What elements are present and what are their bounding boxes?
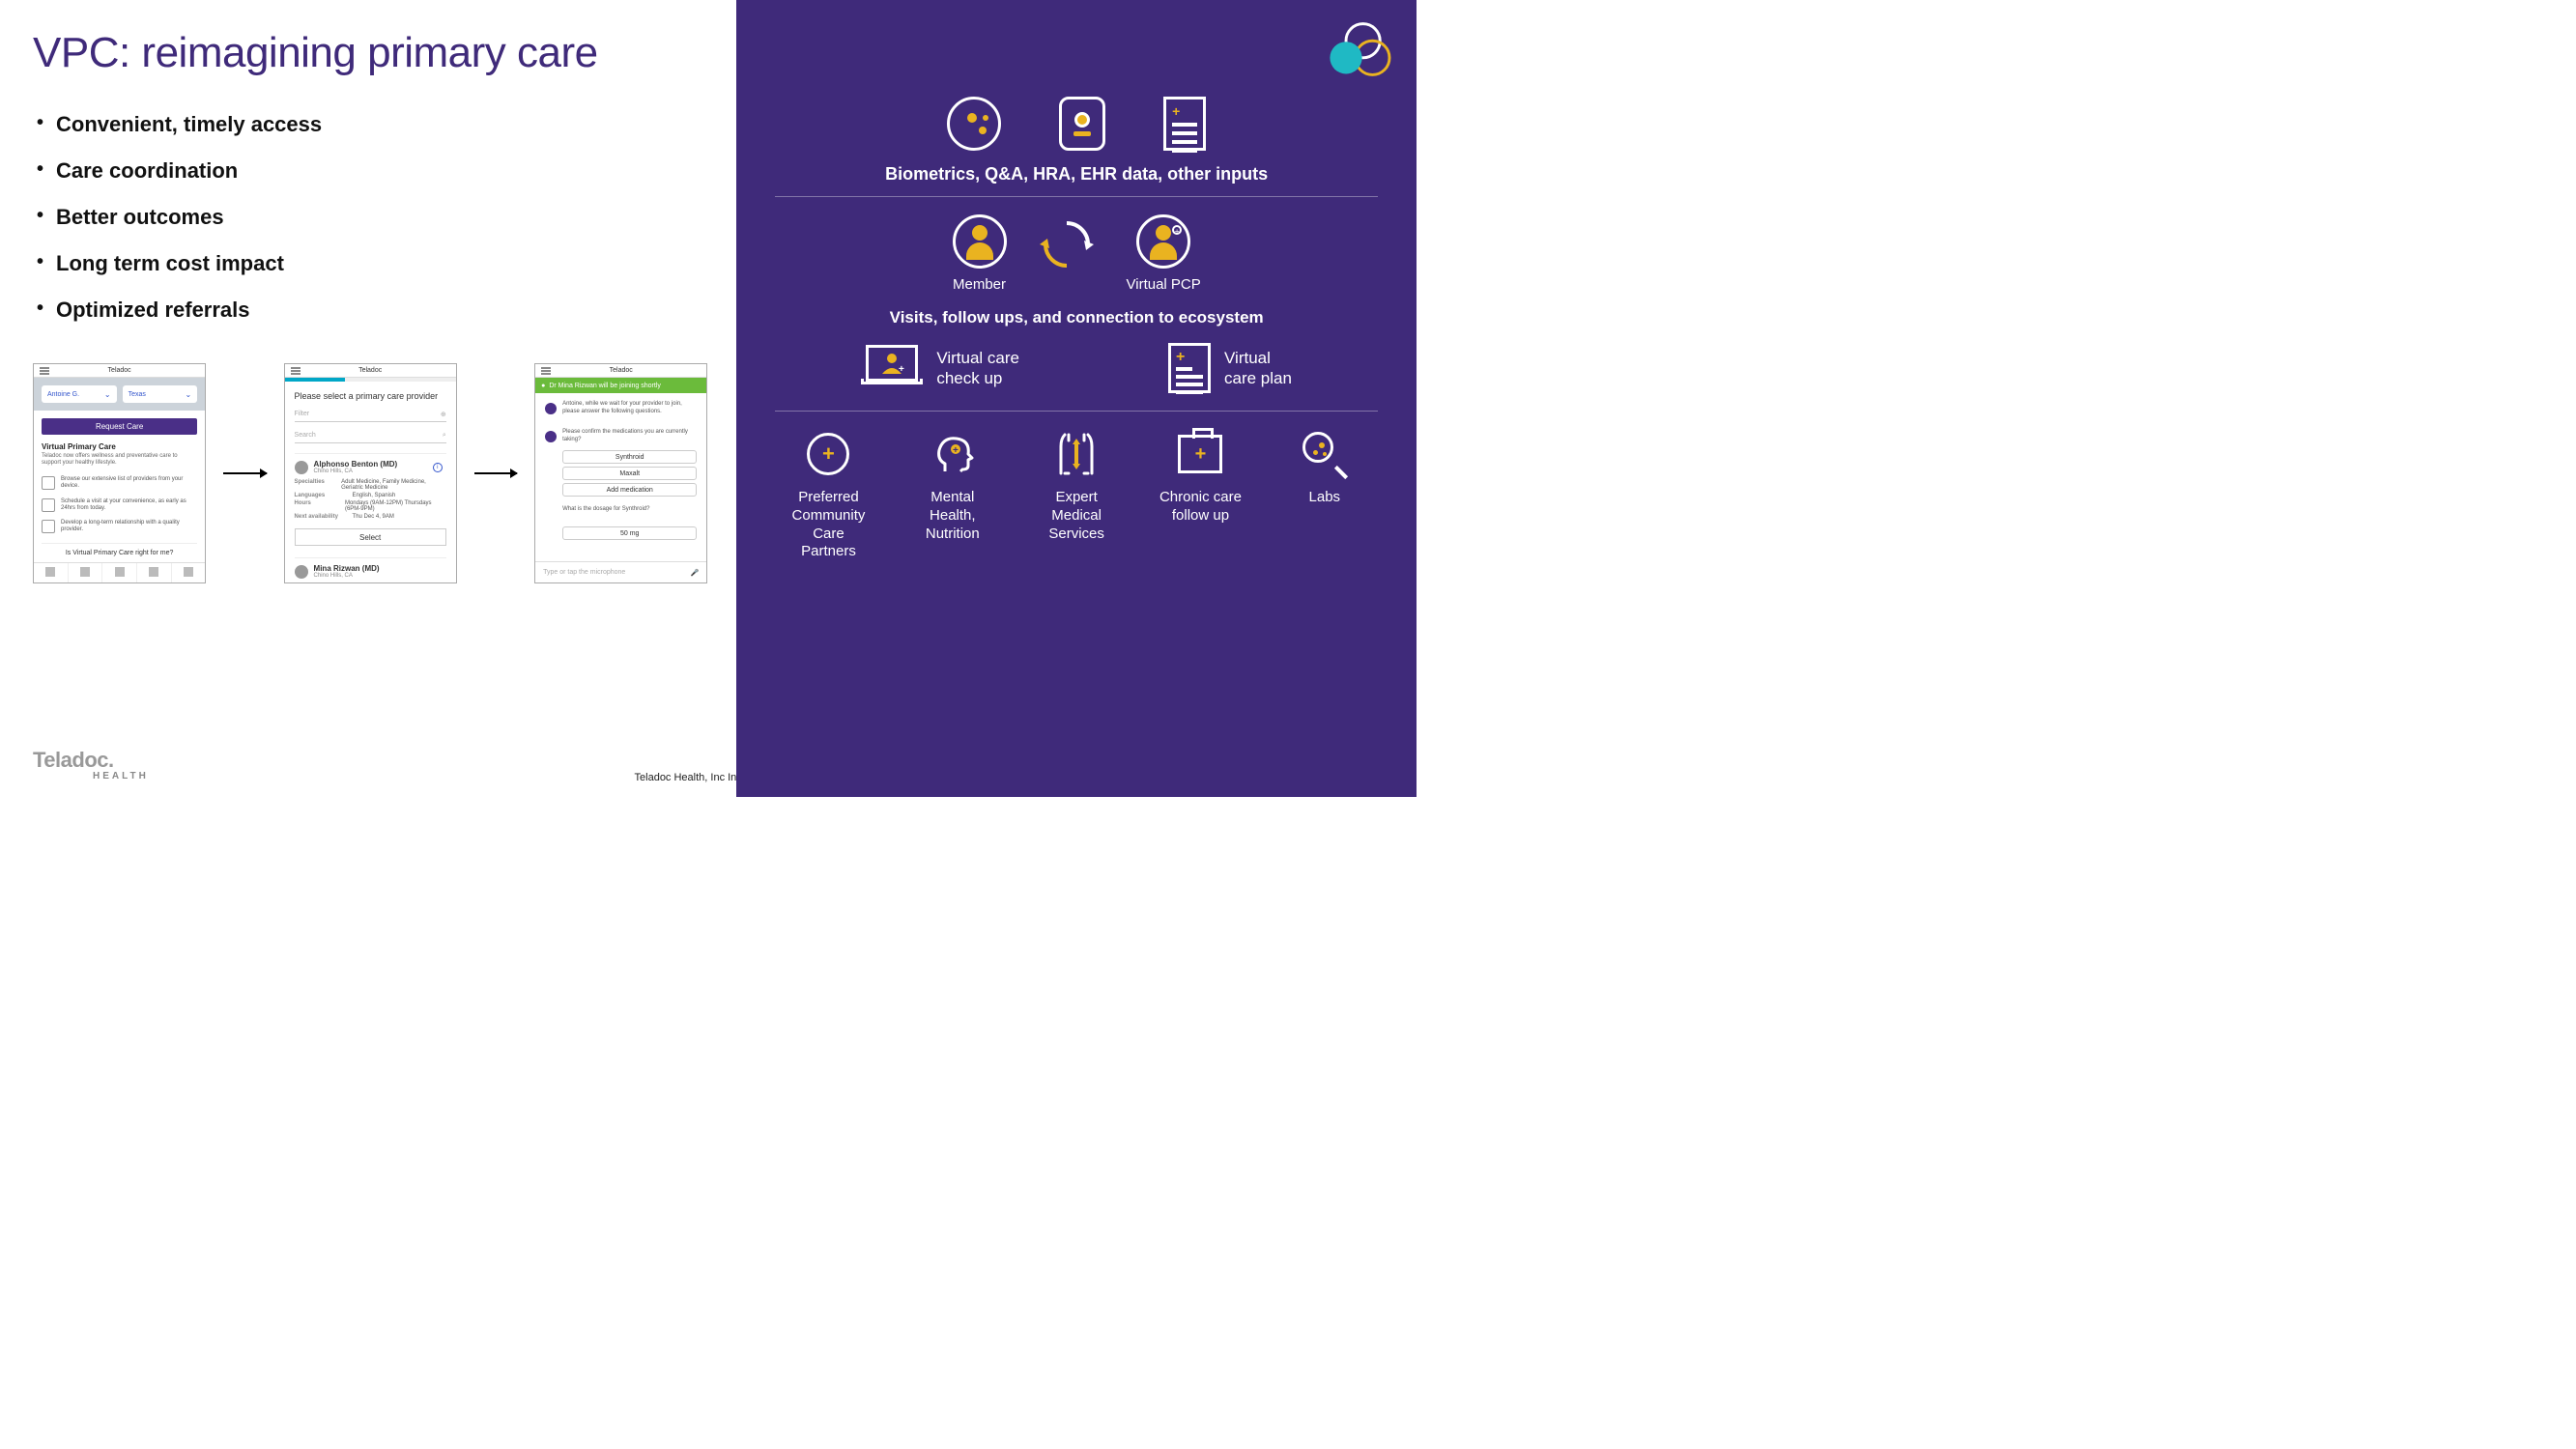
vpc-subtext: Teladoc now offers wellness and preventa… xyxy=(34,451,205,472)
plus-circle-icon: + xyxy=(807,433,849,475)
service-expert-medical: Expert Medical Services xyxy=(1019,429,1133,561)
section2-heading: Visits, follow ups, and connection to ec… xyxy=(767,308,1386,327)
phone-mock-2: Teladoc Please select a primary care pro… xyxy=(284,363,457,583)
bullet-item: Better outcomes xyxy=(37,205,707,230)
footer-text: Teladoc Health, Inc In xyxy=(635,772,737,783)
virtual-pcp-icon: + Virtual PCP xyxy=(1127,214,1201,293)
teladoc-logo: Teladoc. HEALTH xyxy=(33,748,149,781)
divider xyxy=(775,411,1378,412)
services-row: + Preferred Community Care Partners + Me… xyxy=(767,429,1386,561)
app-name: Teladoc xyxy=(108,367,131,374)
feature-row: Schedule a visit at your convenience, as… xyxy=(34,495,205,516)
svg-text:+: + xyxy=(953,445,959,456)
right-panel: + Biometrics, Q&A, HRA, EHR data, other … xyxy=(736,0,1417,797)
chat-input[interactable]: Type or tap the microphone🎤 xyxy=(535,561,706,582)
search-field[interactable]: Search⌕ xyxy=(295,428,446,443)
phone-titlebar: Teladoc xyxy=(34,364,205,378)
cycle-arrows-icon xyxy=(1040,217,1094,271)
state-dropdown[interactable]: Texas⌄ xyxy=(123,385,198,403)
virtual-care-row: + Virtual care check up + Virtual care p… xyxy=(767,343,1386,411)
service-chronic-care: + Chronic care follow up xyxy=(1143,429,1257,561)
magnifier-icon xyxy=(1302,432,1347,476)
vpc-heading: Virtual Primary Care xyxy=(34,442,205,451)
care-plan-label: Virtual care plan xyxy=(1224,348,1292,389)
calendar-icon xyxy=(42,498,55,512)
head-profile-icon: + xyxy=(931,433,974,475)
page-title: VPC: reimagining primary care xyxy=(33,29,707,77)
member-pcp-row: Member + Virtual PCP xyxy=(767,214,1386,293)
divider xyxy=(775,196,1378,197)
svg-text:+: + xyxy=(899,364,904,375)
medication-chip[interactable]: Synthroid xyxy=(562,450,697,464)
provider-details: SpecialtiesAdult Medicine, Family Medici… xyxy=(295,478,446,521)
bullet-item: Convenient, timely access xyxy=(37,112,707,137)
virtual-care-plan: + Virtual care plan xyxy=(1168,343,1292,393)
provider-name: Alphonso Benton (MD) xyxy=(314,460,398,469)
left-panel: VPC: reimagining primary care Convenient… xyxy=(0,0,736,797)
list-icon xyxy=(42,476,55,490)
chat-message: Please confirm the medications you are c… xyxy=(545,429,697,443)
select-provider-title: Please select a primary care provider xyxy=(285,382,456,407)
phone-tabbar[interactable] xyxy=(34,562,205,582)
bullet-item: Care coordination xyxy=(37,158,707,184)
select-button[interactable]: Select xyxy=(295,528,446,546)
section1-heading: Biometrics, Q&A, HRA, EHR data, other in… xyxy=(767,164,1386,185)
info-icon[interactable]: i xyxy=(433,463,443,472)
bullet-item: Optimized referrals xyxy=(37,298,707,323)
inputs-icon-row: + xyxy=(767,97,1386,151)
chat-message: What is the dosage for Synthroid? xyxy=(545,506,697,520)
dosage-chip[interactable]: 50 mg xyxy=(562,526,697,540)
chat-message: Antoine, while we wait for your provider… xyxy=(545,401,697,415)
flow-arrow-icon xyxy=(474,472,517,474)
phone-titlebar: Teladoc xyxy=(535,364,706,378)
bot-avatar-icon xyxy=(545,431,557,442)
bullet-list: Convenient, timely access Care coordinat… xyxy=(37,112,707,344)
virtual-checkup-label: Virtual care check up xyxy=(936,348,1019,389)
medication-chip[interactable]: Maxalt xyxy=(562,467,697,480)
vpc-question-link[interactable]: Is Virtual Primary Care right for me? xyxy=(42,543,197,562)
mic-icon[interactable]: 🎤 xyxy=(691,569,700,577)
app-name: Teladoc xyxy=(610,367,633,374)
vpcp-label: Virtual PCP xyxy=(1127,276,1201,293)
provider-location: Chino Hills, CA xyxy=(314,469,398,474)
user-icon xyxy=(42,520,55,533)
phone1-hero: Antoine G.⌄ Texas⌄ xyxy=(34,378,205,411)
phone-mock-3: Teladoc Dr Mina Rizwan will be joining s… xyxy=(534,363,707,583)
medical-kit-icon: + xyxy=(1178,435,1222,473)
add-medication-chip[interactable]: Add medication xyxy=(562,483,697,497)
bot-avatar-icon xyxy=(545,403,557,414)
request-care-button[interactable]: Request Care xyxy=(42,418,197,435)
feature-row: Browse our extensive list of providers f… xyxy=(34,472,205,494)
biometrics-icon xyxy=(947,97,1001,151)
avatar-icon xyxy=(295,565,308,579)
phone-mock-1: Teladoc Antoine G.⌄ Texas⌄ Request Care … xyxy=(33,363,206,583)
torso-icon xyxy=(1055,431,1098,477)
provider-card[interactable]: Mina Rizwan (MD)Chino Hills, CA xyxy=(295,557,446,579)
member-icon: Member xyxy=(953,214,1007,293)
service-mental-health: + Mental Health, Nutrition xyxy=(896,429,1010,561)
phone-flow: Teladoc Antoine G.⌄ Texas⌄ Request Care … xyxy=(33,363,707,583)
app-name: Teladoc xyxy=(358,367,382,374)
service-labs: Labs xyxy=(1268,429,1382,561)
user-dropdown[interactable]: Antoine G.⌄ xyxy=(42,385,117,403)
laptop-icon: + xyxy=(861,345,923,391)
decorative-circles-icon xyxy=(1304,21,1389,79)
virtual-checkup: + Virtual care check up xyxy=(861,343,1019,393)
service-community-partners: + Preferred Community Care Partners xyxy=(771,429,885,561)
feature-row: Develop a long-term relationship with a … xyxy=(34,516,205,537)
member-label: Member xyxy=(953,276,1007,293)
joining-banner: Dr Mina Rizwan will be joining shortly xyxy=(535,378,706,393)
provider-name: Mina Rizwan (MD) xyxy=(314,564,380,573)
phone-titlebar: Teladoc xyxy=(285,364,456,378)
avatar-icon xyxy=(295,461,308,474)
provider-card[interactable]: Alphonso Benton (MD)Chino Hills, CA i Spe… xyxy=(295,453,446,521)
care-plan-icon: + xyxy=(1168,343,1211,393)
camera-icon xyxy=(1059,97,1105,151)
ehr-document-icon: + xyxy=(1163,97,1206,151)
flow-arrow-icon xyxy=(223,472,266,474)
filter-field[interactable]: Filter⊕ xyxy=(295,407,446,422)
provider-location: Chino Hills, CA xyxy=(314,573,380,579)
bullet-item: Long term cost impact xyxy=(37,251,707,276)
